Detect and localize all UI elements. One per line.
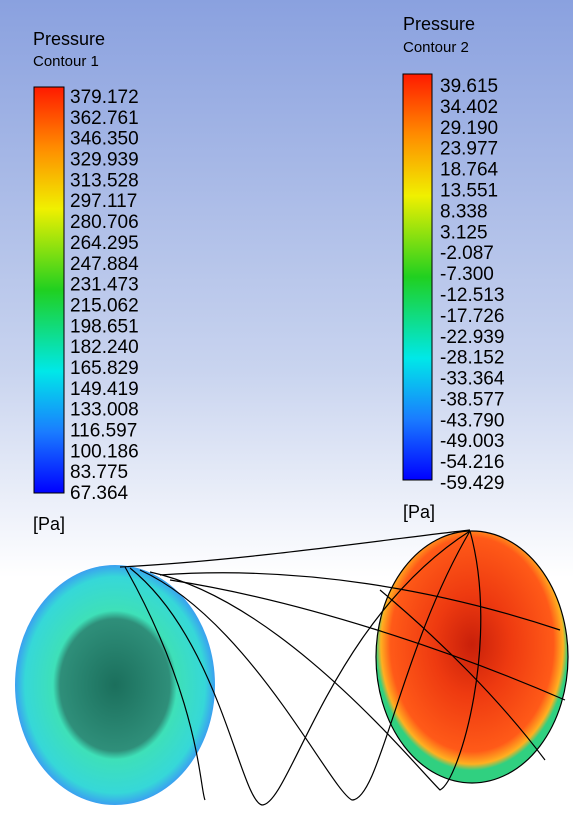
legend-label: 198.651 (70, 316, 139, 337)
legend-label: -43.790 (440, 410, 504, 431)
legend-label: 39.615 (440, 76, 498, 97)
legend-contour-1: Pressure Contour 1 [Pa] 379.172362.76134… (33, 29, 139, 534)
legend-title: Pressure (33, 29, 105, 49)
legend-contour-2: Pressure Contour 2 [Pa] 39.61534.40229.1… (403, 14, 505, 522)
legend-unit: [Pa] (33, 514, 65, 534)
legend-label: -2.087 (440, 243, 494, 264)
legend-label: 29.190 (440, 118, 498, 139)
legend-label: -54.216 (440, 452, 504, 473)
legend-label: -38.577 (440, 389, 504, 410)
legend-label: 23.977 (440, 139, 498, 160)
legend-label: 34.402 (440, 97, 498, 118)
legend-label: 329.939 (70, 150, 139, 171)
legend-label: 297.117 (70, 191, 137, 212)
legend-label: -59.429 (440, 473, 504, 494)
legend-label: 280.706 (70, 212, 139, 233)
legend-label: 362.761 (70, 108, 139, 129)
legend-label: 165.829 (70, 358, 139, 379)
legend-label: 149.419 (70, 379, 139, 400)
legend-label: 100.186 (70, 441, 139, 462)
legend-label: 8.338 (440, 201, 488, 222)
legend-label: 379.172 (70, 87, 139, 108)
color-bar (403, 74, 432, 480)
legend-label: 13.551 (440, 180, 498, 201)
legend-label: -49.003 (440, 431, 504, 452)
legend-label: 182.240 (70, 337, 139, 358)
legend-label: 231.473 (70, 275, 139, 296)
legend-label: -12.513 (440, 285, 504, 306)
legend-label: 18.764 (440, 160, 499, 181)
legend-label: 264.295 (70, 233, 139, 254)
legend-label: -33.364 (440, 369, 505, 390)
page: Pressure Contour 1 [Pa] 379.172362.76134… (0, 0, 573, 825)
legend-label: 346.350 (70, 129, 139, 150)
viewport: Pressure Contour 1 [Pa] 379.172362.76134… (0, 0, 573, 825)
contour-1-surface (15, 565, 215, 805)
legend-label: -17.726 (440, 306, 504, 327)
color-bar (34, 87, 64, 493)
legend-label: 247.884 (70, 254, 139, 275)
legend-label: 3.125 (440, 222, 488, 243)
legend-title: Pressure (403, 14, 475, 34)
legend-subtitle: Contour 2 (403, 39, 469, 56)
legend-label: 67.364 (70, 483, 129, 504)
legend-label: 83.775 (70, 462, 128, 483)
legend-label: 116.597 (70, 420, 137, 441)
legend-subtitle: Contour 1 (33, 53, 99, 70)
legend-label: 313.528 (70, 170, 139, 191)
contour-2-surface (376, 531, 568, 783)
legend-unit: [Pa] (403, 502, 435, 522)
legend-label: 215.062 (70, 295, 139, 316)
legend-label: -7.300 (440, 264, 494, 285)
legend-label: -22.939 (440, 327, 504, 348)
legend-label: -28.152 (440, 348, 504, 369)
legend-label: 133.008 (70, 400, 139, 421)
